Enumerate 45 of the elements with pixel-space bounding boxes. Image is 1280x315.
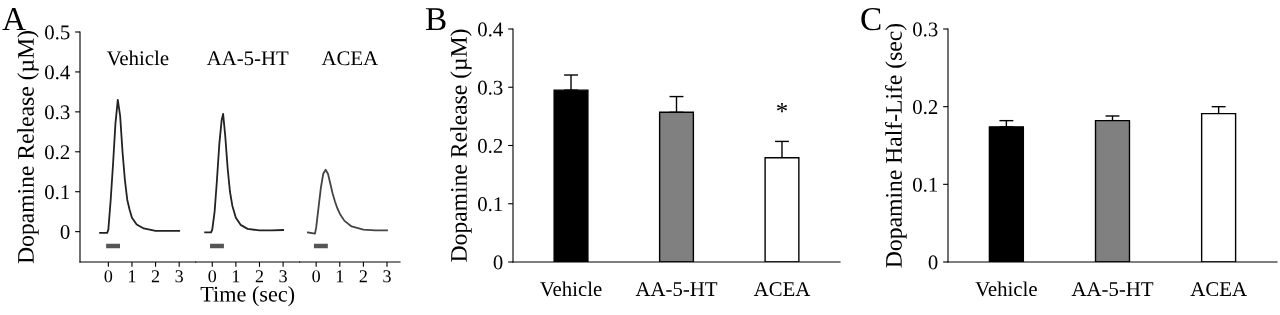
y-tick-label: 0.3 [913, 22, 938, 37]
y-tick-label: 0.2 [45, 145, 70, 160]
x-tick-label: 3 [279, 270, 287, 283]
text: AA-5-HT [206, 51, 289, 66]
text: B [425, 8, 446, 31]
x-tick-label: AA-5-HT [635, 282, 718, 297]
x-tick-label: 1 [336, 270, 344, 283]
x-tick-label: 2 [151, 270, 160, 283]
line-series [99, 98, 181, 234]
y-tick-label: 0.2 [478, 138, 503, 154]
text: A [2, 8, 26, 31]
x-tick-label: ACEA [1190, 282, 1247, 297]
x-tick-label: 3 [175, 270, 183, 283]
y-tick-label: 0.2 [913, 100, 938, 115]
x-tick-label: 0 [104, 270, 113, 283]
y-axis-title: Dopamine Release (µM) [450, 29, 472, 262]
x-tick-label: 0 [312, 270, 320, 283]
y-tick-label: 0 [928, 255, 938, 270]
x-tick-label: 2 [255, 270, 263, 283]
x-tick-label: Vehicle [975, 281, 1037, 297]
x-axis-title: Time (sec) [200, 286, 295, 307]
y-axis-title: Dopamine Half-Life (sec) [885, 23, 907, 268]
x-tick-label: 1 [129, 270, 136, 283]
x-tick-label: Vehicle [540, 281, 602, 297]
y-axis-title: Dopamine Release (µM) [17, 31, 39, 264]
text: ACEA [321, 51, 379, 66]
y-tick-label: 0.4 [45, 65, 70, 80]
y-tick-label: 0.1 [478, 197, 503, 212]
y-tick-label: 0.1 [913, 177, 938, 192]
y-tick-label: 0.3 [478, 80, 503, 95]
annotation: * [776, 103, 788, 113]
y-tick-label: 0.5 [45, 25, 70, 40]
x-tick-label: 1 [232, 270, 240, 283]
x-tick-label: 3 [383, 270, 391, 283]
y-tick-label: 0 [60, 225, 70, 240]
x-tick-label: 2 [359, 270, 367, 283]
text: Vehicle [106, 50, 169, 66]
y-tick-label: 0 [493, 255, 503, 270]
y-tick-label: 0.4 [478, 22, 503, 37]
y-tick-label: 0.1 [45, 185, 70, 200]
x-tick-label: 0 [208, 270, 217, 283]
x-tick-label: AA-5-HT [1071, 282, 1154, 297]
y-tick-label: 0.3 [45, 105, 70, 120]
x-tick-label: ACEA [753, 282, 811, 297]
text: C [861, 7, 881, 31]
